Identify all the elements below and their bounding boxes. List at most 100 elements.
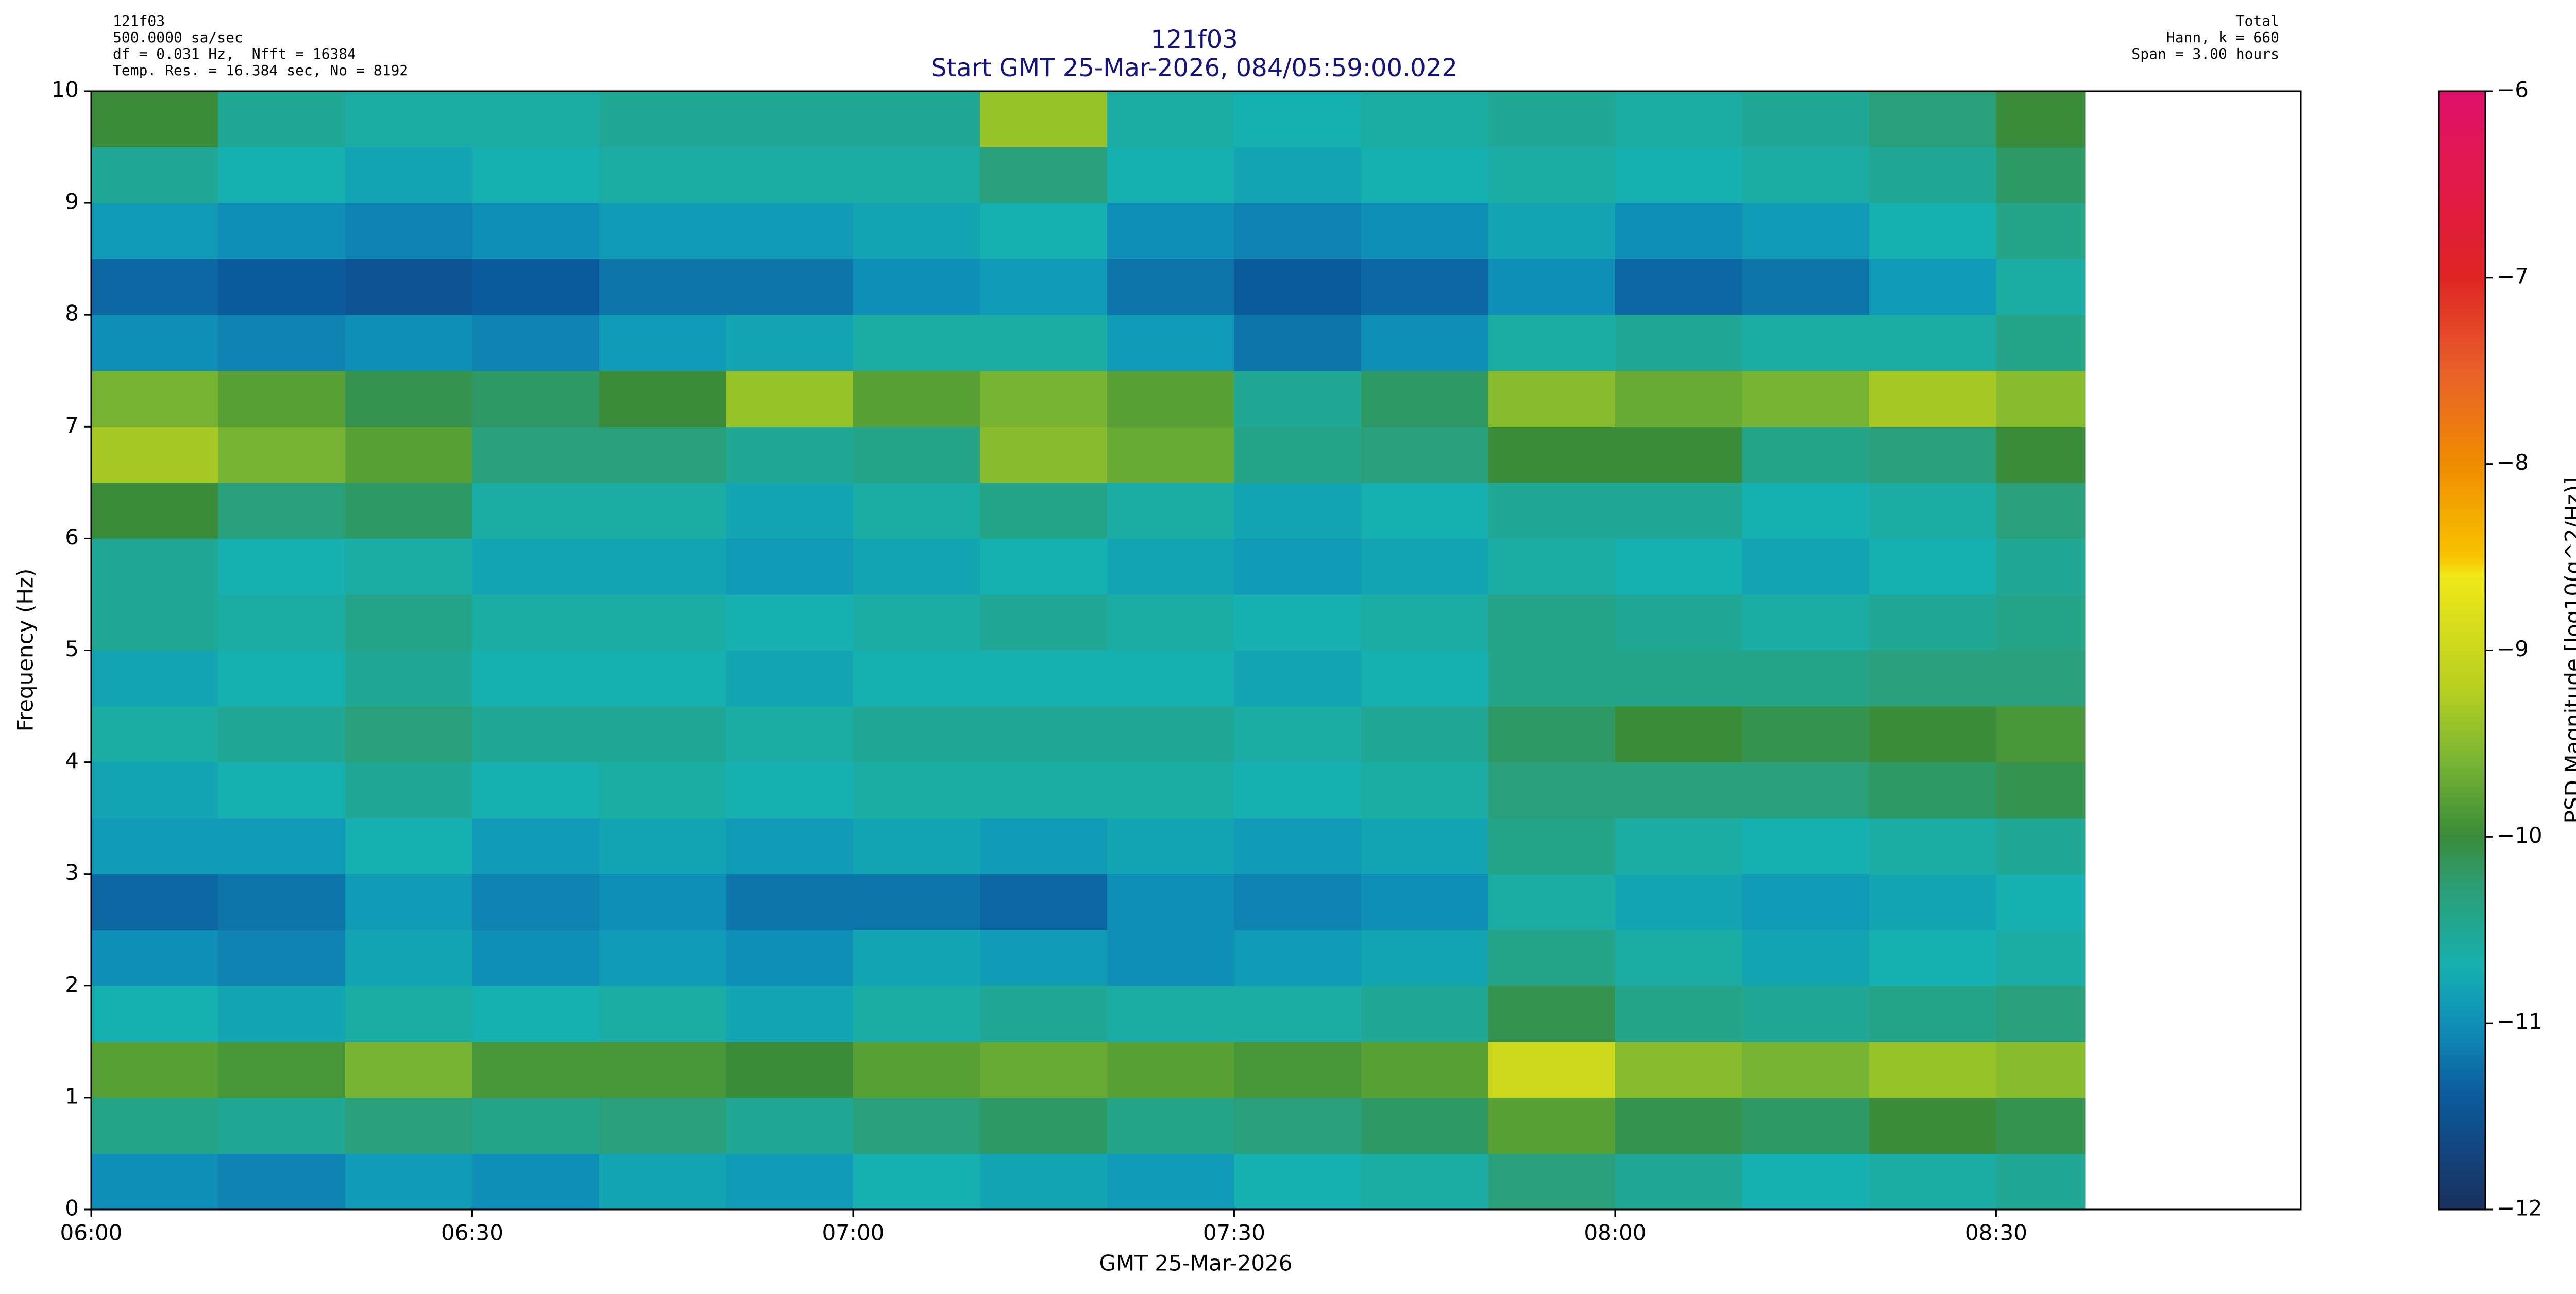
- heatmap-cell: [472, 874, 600, 930]
- heatmap-cell: [1107, 985, 1234, 1042]
- heatmap-cell: [1488, 930, 1616, 986]
- heatmap-cell: [345, 874, 472, 930]
- heatmap-cell: [1234, 650, 1362, 707]
- heatmap-cell: [345, 762, 472, 819]
- chart-title: 121f03: [1150, 25, 1238, 54]
- heatmap-cell: [599, 427, 726, 483]
- heatmap-cell: [1996, 259, 2086, 315]
- heatmap-cell: [1869, 203, 1996, 260]
- heatmap-cell: [599, 706, 726, 763]
- heatmap-cell: [726, 203, 854, 260]
- heatmap-cell: [980, 147, 1108, 203]
- heatmap-cell: [218, 91, 346, 148]
- heatmap-cell: [1869, 427, 1996, 483]
- colorbar-tick-label: −7: [2497, 263, 2529, 288]
- heatmap-cell: [91, 91, 218, 148]
- x-axis-label: GMT 25-Mar-2026: [1099, 1251, 1293, 1276]
- heatmap-cell: [726, 594, 854, 651]
- heatmap-cell: [218, 482, 346, 539]
- heatmap-cell: [1107, 538, 1234, 595]
- heatmap-cell: [853, 762, 980, 819]
- heatmap-cell: [1869, 91, 1996, 148]
- heatmap-cell: [218, 985, 346, 1042]
- heatmap-cell: [853, 482, 980, 539]
- heatmap-cell: [853, 1097, 980, 1154]
- heatmap-cell: [1615, 203, 1742, 260]
- heatmap-cell: [853, 538, 980, 595]
- heatmap-cell: [472, 427, 600, 483]
- heatmap-cell: [853, 650, 980, 707]
- heatmap-cell: [91, 315, 218, 371]
- x-tick-label: 08:30: [1965, 1220, 2027, 1246]
- heatmap-cell: [1107, 482, 1234, 539]
- heatmap-cell: [599, 482, 726, 539]
- y-tick-label: 2: [65, 972, 79, 997]
- y-tick-label: 8: [65, 301, 79, 326]
- heatmap-cell: [1996, 650, 2086, 707]
- heatmap-cell: [853, 370, 980, 427]
- heatmap-cell: [1107, 1097, 1234, 1154]
- heatmap-cell: [218, 147, 346, 203]
- heatmap-cell: [1234, 985, 1362, 1042]
- y-tick-label: 5: [65, 636, 79, 661]
- heatmap-cell: [1234, 91, 1362, 148]
- heatmap-cell: [726, 1153, 854, 1210]
- heatmap-cell: [1996, 985, 2086, 1042]
- heatmap-cell: [726, 482, 854, 539]
- heatmap-cell: [726, 147, 854, 203]
- heatmap-cell: [1996, 874, 2086, 930]
- y-tick-label: 3: [65, 860, 79, 885]
- colorbar-tick-label: −11: [2497, 1009, 2543, 1034]
- heatmap-cell: [1107, 259, 1234, 315]
- heatmap-cell: [91, 818, 218, 875]
- heatmap-cell: [980, 203, 1108, 260]
- heatmap-cell: [1996, 594, 2086, 651]
- info-text: Total: [2236, 12, 2279, 29]
- heatmap-cell: [1996, 706, 2086, 763]
- heatmap-cell: [1615, 1097, 1742, 1154]
- heatmap-cell: [853, 203, 980, 260]
- heatmap-cell: [1869, 1153, 1996, 1210]
- heatmap-cell: [472, 315, 600, 371]
- heatmap-cell: [1234, 706, 1362, 763]
- heatmap-cell: [1996, 203, 2086, 260]
- heatmap-cell: [345, 91, 472, 148]
- heatmap-cell: [980, 650, 1108, 707]
- heatmap-cell: [1615, 427, 1742, 483]
- heatmap-cell: [1869, 650, 1996, 707]
- heatmap-cell: [1361, 370, 1488, 427]
- heatmap-cell: [853, 147, 980, 203]
- heatmap-cell: [1488, 538, 1616, 595]
- colorbar-label: PSD Magnitude [log10(g^2/Hz)]: [2561, 477, 2576, 824]
- heatmap-cell: [853, 315, 980, 371]
- heatmap-cell: [1869, 315, 1996, 371]
- heatmap-cell: [853, 1042, 980, 1098]
- heatmap-cell: [853, 985, 980, 1042]
- heatmap-cell: [345, 594, 472, 651]
- y-tick-label: 0: [65, 1196, 79, 1221]
- heatmap-cell: [1869, 259, 1996, 315]
- heatmap-cell: [472, 538, 600, 595]
- heatmap-cell: [1361, 1097, 1488, 1154]
- heatmap-cell: [1615, 147, 1742, 203]
- info-text: Span = 3.00 hours: [2131, 45, 2279, 62]
- info-text: Temp. Res. = 16.384 sec, No = 8192: [113, 62, 408, 79]
- heatmap-cell: [91, 259, 218, 315]
- heatmap-cell: [1615, 706, 1742, 763]
- heatmap-cell: [1234, 818, 1362, 875]
- heatmap-cell: [1869, 762, 1996, 819]
- heatmap-cell: [1234, 315, 1362, 371]
- heatmap-cell: [1488, 91, 1616, 148]
- heatmap-cell: [726, 706, 854, 763]
- heatmap-cell: [218, 315, 346, 371]
- heatmap-cell: [1615, 482, 1742, 539]
- heatmap-cell: [599, 147, 726, 203]
- heatmap-cell: [1488, 985, 1616, 1042]
- heatmap-cell: [1234, 482, 1362, 539]
- heatmap-cell: [1615, 259, 1742, 315]
- heatmap-cell: [1234, 594, 1362, 651]
- heatmap-cell: [1361, 91, 1488, 148]
- heatmap-cell: [1615, 985, 1742, 1042]
- heatmap-cell: [1615, 1153, 1742, 1210]
